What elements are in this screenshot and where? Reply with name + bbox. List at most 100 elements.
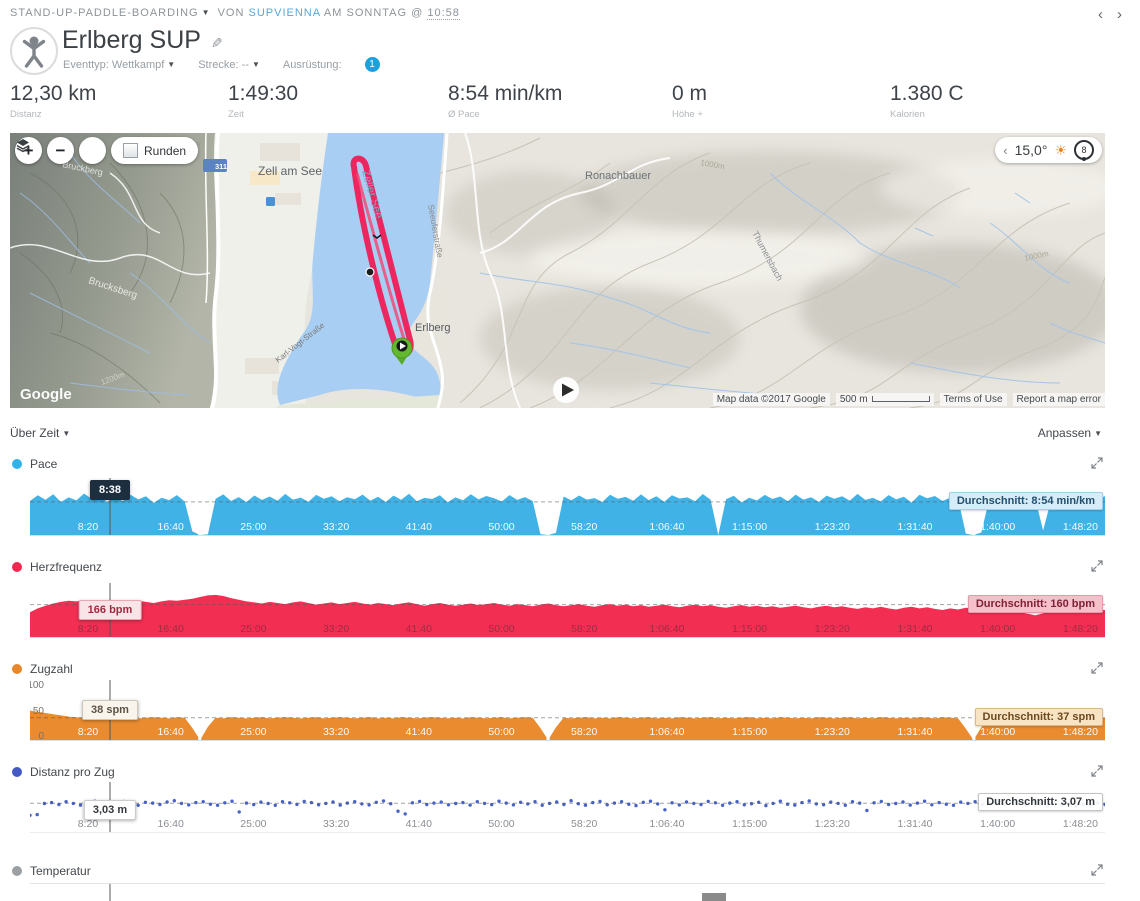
scatter-point <box>735 800 739 804</box>
scatter-point <box>894 801 898 806</box>
google-logo[interactable]: Google <box>20 386 72 403</box>
scatter-point <box>720 803 725 807</box>
y-axis-tick: 50 <box>33 706 45 717</box>
scatter-point <box>922 799 927 803</box>
scatter-point <box>699 802 703 807</box>
scatter-point <box>280 800 285 804</box>
strecke-dropdown[interactable]: Strecke: -- ▼ <box>198 58 260 71</box>
scatter-point <box>879 799 883 804</box>
x-axis-tick: 25:00 <box>240 521 266 533</box>
terms-link[interactable]: Terms of Use <box>939 393 1007 406</box>
scatter-point <box>634 803 638 808</box>
caret-down-icon: ▼ <box>62 429 71 438</box>
ueber-zeit-dropdown[interactable]: Über Zeit ▼ <box>10 426 71 440</box>
page-title: Erlberg SUP <box>62 26 201 54</box>
average-label: Durchschnitt: 3,07 m <box>978 793 1103 812</box>
scatter-point <box>656 802 660 806</box>
chart-title: Zugzahl <box>30 662 73 676</box>
edit-title-icon[interactable]: ✎ <box>211 35 224 51</box>
x-axis-tick: 1:15:00 <box>732 521 767 533</box>
scatter-point <box>201 800 205 804</box>
scatter-point <box>353 800 357 804</box>
hover-tooltip: 8:38 <box>89 480 131 500</box>
x-axis-tick: 1:48:20 <box>1063 623 1098 635</box>
x-axis-tick: 1:23:20 <box>815 521 850 533</box>
scatter-point <box>172 799 176 803</box>
series-dot <box>12 664 22 674</box>
chart-plot[interactable]: 8:20 16:40 25:00 33:20 41:40 50:00 58:20 1:06:4… <box>30 782 1105 833</box>
x-axis-tick: 8:20 <box>78 521 99 533</box>
track-midpoint-marker <box>365 267 375 277</box>
scatter-point <box>598 799 602 804</box>
scatter-point <box>778 799 782 803</box>
stat-distanz: 12,30 km Distanz <box>10 82 97 120</box>
anpassen-dropdown[interactable]: Anpassen ▼ <box>1037 426 1102 440</box>
ronachbauer-label: Ronachbauer <box>585 170 651 182</box>
weather-prev-icon[interactable]: ‹ <box>1003 142 1008 158</box>
x-axis-tick: 58:20 <box>571 818 597 830</box>
expand-icon[interactable] <box>1091 457 1103 469</box>
scatter-point <box>951 803 956 807</box>
scatter-point <box>64 800 68 804</box>
scatter-point <box>252 802 256 807</box>
x-axis-tick: 8:20 <box>78 726 99 738</box>
hover-tooltip: 166 bpm <box>78 600 142 620</box>
time-value[interactable]: 10:58 <box>427 7 460 20</box>
scatter-point <box>684 800 689 804</box>
prev-activity-button[interactable]: ‹ <box>1098 6 1103 23</box>
x-axis-tick: 1:40:00 <box>980 726 1015 738</box>
x-axis-tick: 16:40 <box>158 521 184 533</box>
zoom-out-button[interactable]: − <box>47 137 74 164</box>
runden-toggle[interactable]: Runden <box>111 137 199 164</box>
runden-checkbox[interactable] <box>123 143 138 158</box>
contour-label: 1000m <box>700 158 726 171</box>
x-axis-tick: 41:40 <box>406 521 432 533</box>
scatter-point <box>461 800 465 805</box>
expand-icon[interactable] <box>1091 560 1103 572</box>
scatter-point <box>663 808 667 812</box>
report-error-link[interactable]: Report a map error <box>1012 393 1105 406</box>
scatter-point <box>850 800 855 804</box>
scatter-point <box>966 801 970 806</box>
activity-map[interactable]: Zell am See 311 Zeller See Erlberg Ronac… <box>10 133 1105 408</box>
von-label: VON <box>217 7 245 19</box>
caret-down-icon: ▼ <box>251 59 260 69</box>
layers-button[interactable] <box>16 137 106 164</box>
activity-pager: ‹ › <box>1098 6 1122 23</box>
expand-icon[interactable] <box>1091 765 1103 777</box>
scatter-point <box>583 803 588 807</box>
heartrate-chart: Herzfrequenz 8:20 16:40 25:00 33:20 41:40 50:… <box>10 558 1105 638</box>
scatter-point <box>930 803 934 807</box>
scatter-point <box>30 813 32 817</box>
scatter-point <box>497 799 501 803</box>
area-series <box>30 710 1105 740</box>
wind-gauge-icon: 8 <box>1074 140 1094 161</box>
temperature-value: 15,0° <box>1014 142 1048 158</box>
stat-kalorien: 1.380 C Kalorien <box>890 82 964 120</box>
activity-type-dropdown[interactable]: STAND-UP-PADDLE-BOARDING <box>10 7 199 19</box>
scatter-point <box>591 800 595 805</box>
scatter-point <box>230 799 234 803</box>
chart-plot[interactable]: 8:20 16:40 25:00 33:20 41:40 50:00 58:20 1:06:4… <box>30 680 1105 741</box>
x-axis-tick: 1:06:40 <box>649 818 684 830</box>
scatter-point <box>764 803 768 808</box>
x-axis-tick: 16:40 <box>158 726 184 738</box>
expand-icon[interactable] <box>1091 864 1103 876</box>
gear-count-badge[interactable]: 1 <box>364 57 380 72</box>
summary-stats: 12,30 km Distanz 1:49:30 Zeit 8:54 min/km Ø… <box>0 82 1140 122</box>
chart-plot[interactable]: 8:20 16:40 25:00 33:20 41:40 50:00 58:20 1:06:4… <box>30 478 1105 536</box>
x-axis-tick: 1:23:20 <box>815 726 850 738</box>
cut-tooltip-fragment <box>702 893 726 901</box>
scatter-point <box>482 801 487 806</box>
chart-plot[interactable] <box>30 883 1105 901</box>
x-axis-tick: 58:20 <box>571 623 597 635</box>
x-axis-tick: 50:00 <box>488 726 514 738</box>
eventtyp-dropdown[interactable]: Eventtyp: Wettkampf ▼ <box>63 58 176 71</box>
next-activity-button[interactable]: › <box>1117 6 1122 23</box>
chart-title: Temperatur <box>30 864 91 878</box>
user-link[interactable]: SUPVIENNA <box>248 7 321 19</box>
expand-icon[interactable] <box>1091 662 1103 674</box>
map-play-button[interactable] <box>553 377 579 403</box>
scatter-point <box>215 803 220 807</box>
chart-plot[interactable]: 8:20 16:40 25:00 33:20 41:40 50:00 58:20 1:06:4… <box>30 583 1105 638</box>
